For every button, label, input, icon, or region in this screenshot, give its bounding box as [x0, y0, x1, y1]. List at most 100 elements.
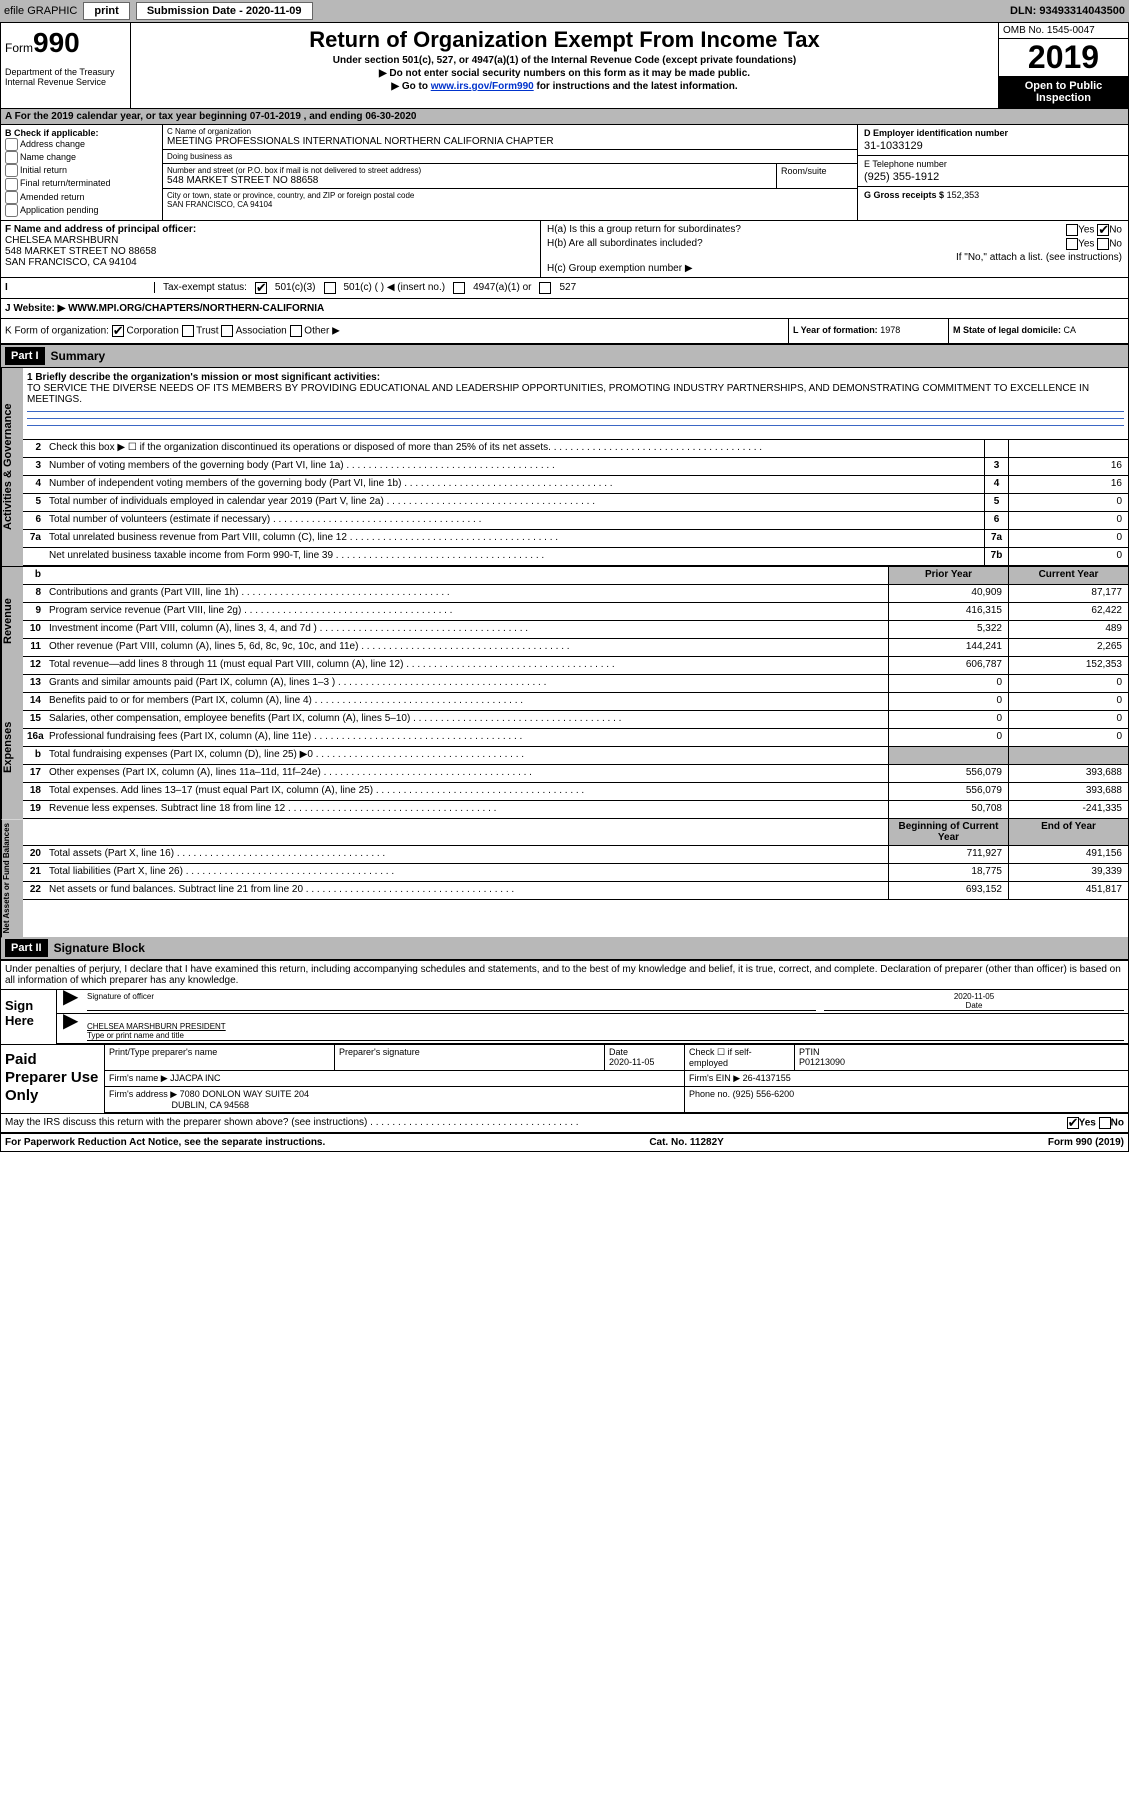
line-num: 7a: [23, 530, 45, 547]
form-title: Return of Organization Exempt From Incom…: [135, 27, 994, 53]
line-num: 6: [23, 512, 45, 529]
gross-value: 152,353: [947, 190, 980, 200]
sign-here-table: Sign Here ▶ Signature of officer 2020-11…: [1, 989, 1128, 1044]
form-of-org-row: K Form of organization: Corporation Trus…: [1, 319, 1128, 345]
line-desc: Total unrelated business revenue from Pa…: [45, 530, 984, 547]
line-num: [23, 548, 45, 565]
cb-other[interactable]: [290, 325, 302, 337]
line-num: 11: [23, 639, 45, 656]
cb-assoc[interactable]: [221, 325, 233, 337]
status-label: Tax-exempt status:: [163, 282, 247, 293]
na-header-row: Beginning of Current Year End of Year: [23, 819, 1128, 846]
officer-group-row: F Name and address of principal officer:…: [1, 221, 1128, 278]
opt-trust: Trust: [196, 325, 218, 336]
sig-date: 2020-11-05: [954, 992, 994, 1001]
print-button[interactable]: print: [83, 2, 129, 20]
line-desc: Net assets or fund balances. Subtract li…: [45, 882, 888, 899]
submission-date-button[interactable]: Submission Date - 2020-11-09: [136, 2, 313, 20]
line-num: 16a: [23, 729, 45, 746]
cb-corp[interactable]: [112, 325, 124, 337]
ha-yes[interactable]: [1066, 224, 1078, 236]
form-header: Form990 Department of the Treasury Inter…: [1, 23, 1128, 109]
revenue-tab: Revenue: [1, 567, 23, 675]
prior-val: 711,927: [888, 846, 1008, 863]
cb-application-pending[interactable]: Application pending: [5, 204, 158, 217]
irs-yes[interactable]: [1067, 1117, 1079, 1129]
data-line: 18 Total expenses. Add lines 13–17 (must…: [23, 783, 1128, 801]
room-suite-label: Room/suite: [777, 164, 857, 188]
prior-val: 0: [888, 711, 1008, 728]
governance-section: Activities & Governance 1 Briefly descri…: [1, 368, 1128, 566]
line-desc: Program service revenue (Part VIII, line…: [45, 603, 888, 620]
part-i-title: Summary: [51, 349, 106, 363]
data-line: 13 Grants and similar amounts paid (Part…: [23, 675, 1128, 693]
opt-501c: 501(c) ( ) ◀ (insert no.): [344, 282, 446, 293]
cb-501c[interactable]: [324, 282, 336, 294]
toolbar: efile GRAPHIC print Submission Date - 20…: [0, 0, 1129, 22]
line-box: 3: [984, 458, 1008, 475]
form-990: Form990 Department of the Treasury Inter…: [0, 22, 1129, 1152]
curr-val: 62,422: [1008, 603, 1128, 620]
k-label: K Form of organization:: [5, 325, 109, 336]
state-domicile: M State of legal domicile: CA: [948, 319, 1128, 343]
ha-no[interactable]: [1097, 224, 1109, 236]
street-value: 548 MARKET STREET NO 88658: [167, 175, 772, 186]
sig-date-label: Date: [966, 1001, 983, 1010]
curr-val: 39,339: [1008, 864, 1128, 881]
data-line: 17 Other expenses (Part IX, column (A), …: [23, 765, 1128, 783]
irs-no[interactable]: [1099, 1117, 1111, 1129]
city-block: City or town, state or province, country…: [163, 188, 857, 211]
officer-addr2: SAN FRANCISCO, CA 94104: [5, 257, 137, 268]
line-desc: Contributions and grants (Part VIII, lin…: [45, 585, 888, 602]
prior-val: 0: [888, 675, 1008, 692]
cb-address-change[interactable]: Address change: [5, 138, 158, 151]
section-b-label: B Check if applicable:: [5, 128, 99, 138]
cat-number: Cat. No. 11282Y: [649, 1137, 723, 1148]
hb-yes[interactable]: [1066, 238, 1078, 250]
org-name-block: C Name of organization MEETING PROFESSIO…: [163, 125, 857, 150]
cb-final-return[interactable]: Final return/terminated: [5, 177, 158, 190]
firm-name-lbl: Firm's name ▶: [109, 1073, 168, 1083]
cb-name-change[interactable]: Name change: [5, 151, 158, 164]
cb-4947[interactable]: [453, 282, 465, 294]
line-num: 22: [23, 882, 45, 899]
cb-501c3[interactable]: [255, 282, 267, 294]
cb-527[interactable]: [539, 282, 551, 294]
hc-label: H(c) Group exemption number ▶: [547, 263, 1122, 274]
line-val: 16: [1008, 458, 1128, 475]
hb-no[interactable]: [1097, 238, 1109, 250]
instructions-link[interactable]: www.irs.gov/Form990: [431, 81, 534, 92]
line-num: b: [23, 747, 45, 764]
curr-val: 491,156: [1008, 846, 1128, 863]
website-row: J Website: ▶ WWW.MPI.ORG/CHAPTERS/NORTHE…: [1, 299, 1128, 319]
l-value: 1978: [880, 325, 900, 335]
firm-ein: 26-4137155: [743, 1073, 791, 1083]
line-desc: Benefits paid to or for members (Part IX…: [45, 693, 888, 710]
line-box: 7a: [984, 530, 1008, 547]
status-I-label: I: [5, 282, 155, 293]
firm-addr-lbl: Firm's address ▶: [109, 1089, 177, 1099]
prior-val: 556,079: [888, 783, 1008, 800]
dba-label: Doing business as: [167, 152, 853, 161]
irs-discuss-row: May the IRS discuss this return with the…: [1, 1113, 1128, 1132]
cb-initial-return[interactable]: Initial return: [5, 164, 158, 177]
year-block: OMB No. 1545-0047 2019 Open to Public In…: [998, 23, 1128, 108]
phone-value: (925) 355-1912: [864, 171, 1122, 183]
form-title-block: Return of Organization Exempt From Incom…: [131, 23, 998, 108]
curr-val: [1008, 747, 1128, 764]
city-value: SAN FRANCISCO, CA 94104: [167, 200, 853, 209]
form-version: Form 990 (2019): [1048, 1137, 1124, 1148]
curr-val: 152,353: [1008, 657, 1128, 674]
line-desc: Total number of individuals employed in …: [45, 494, 984, 511]
sig-arrow-icon: ▶: [63, 990, 78, 1004]
gov-line: 7a Total unrelated business revenue from…: [23, 530, 1128, 548]
cb-trust[interactable]: [182, 325, 194, 337]
prior-val: 0: [888, 729, 1008, 746]
line-val: 0: [1008, 494, 1128, 511]
cb-amended-return[interactable]: Amended return: [5, 191, 158, 204]
prep-selfemp[interactable]: Check ☐ if self-employed: [685, 1045, 795, 1070]
opt-501c3: 501(c)(3): [275, 282, 316, 293]
line-desc: Other revenue (Part VIII, column (A), li…: [45, 639, 888, 656]
form-prefix: Form: [5, 41, 33, 55]
curr-val: 0: [1008, 711, 1128, 728]
